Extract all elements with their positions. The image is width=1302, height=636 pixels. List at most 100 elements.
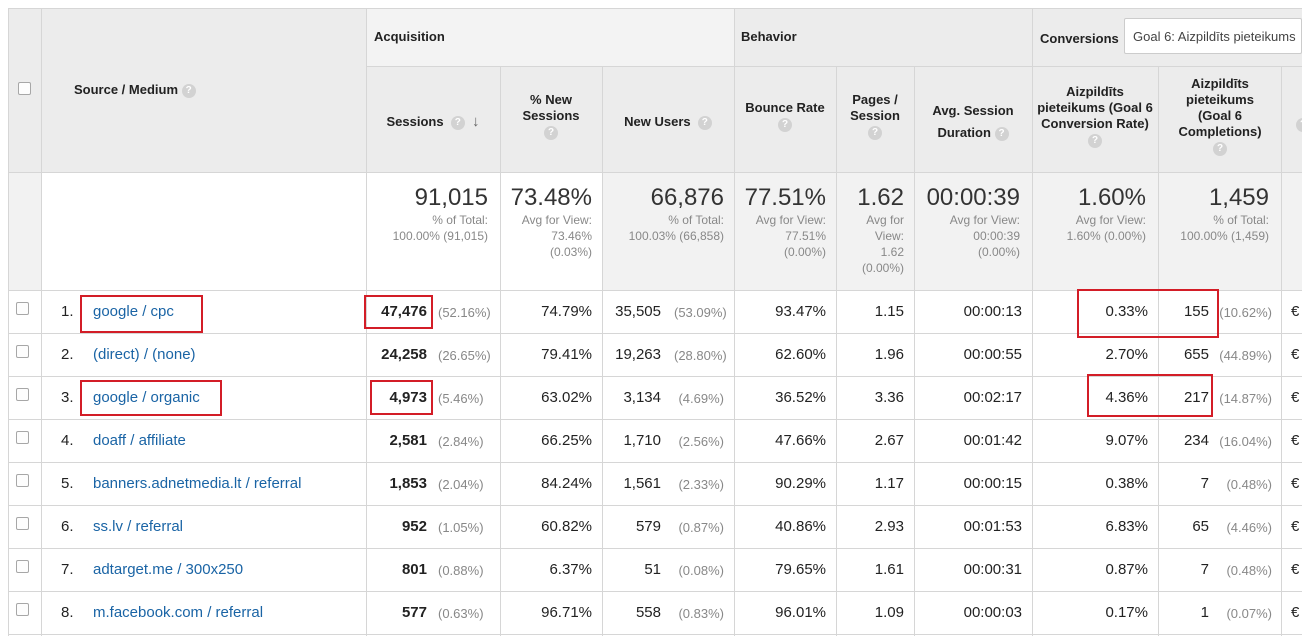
totals-new-sessions-avg: 73.46%: [551, 229, 592, 243]
source-medium-header[interactable]: Source / Medium ?: [74, 82, 196, 98]
source-medium-link[interactable]: (direct) / (none): [93, 346, 196, 363]
new-users-value: 35,505: [615, 303, 661, 320]
help-icon[interactable]: ?: [778, 117, 792, 132]
completions-value: 7: [1200, 561, 1209, 578]
goal-conversion-rate-column-header[interactable]: Aizpildīts pieteikums (Goal 6 Conversion…: [1034, 84, 1156, 148]
help-icon[interactable]: ?: [1088, 133, 1102, 148]
new-users-column-header[interactable]: New Users ?: [602, 114, 734, 130]
completions-header-label: Aizpildīts pieteikums (Goal 6 Completion…: [1178, 76, 1262, 139]
row-checkbox[interactable]: [16, 603, 29, 616]
help-icon[interactable]: ?: [697, 115, 712, 130]
totals-sessions-pct: 100.00% (91,015): [392, 229, 488, 243]
sessions-column-header[interactable]: Sessions ? ↓: [366, 114, 500, 130]
acquisition-group-header: Acquisition: [374, 29, 445, 44]
row-index: 1.: [61, 303, 74, 320]
totals-duration-label: Avg for View:: [949, 213, 1020, 227]
totals-pages-avg: 1.62: [880, 245, 904, 259]
pages-session-column-header[interactable]: Pages / Session ?: [836, 92, 914, 140]
sessions-pct: (2.84%): [438, 434, 484, 449]
avg-duration-value: 00:00:55: [963, 346, 1022, 363]
new-users-value: 579: [635, 518, 661, 535]
source-medium-link[interactable]: ss.lv / referral: [93, 518, 184, 535]
source-medium-link[interactable]: m.facebook.com / referral: [93, 604, 264, 621]
highlight-box: [370, 380, 433, 415]
new-users-pct: (53.09%): [674, 305, 727, 320]
extra-column-value: €: [1291, 389, 1300, 406]
totals-pages-session: 1.62 Avg for View: 1.62 (0.00%): [836, 184, 904, 276]
source-medium-link[interactable]: google / organic: [93, 389, 200, 406]
help-icon[interactable]: ?: [1213, 141, 1227, 156]
new-users-pct: (2.56%): [678, 434, 724, 449]
row-checkbox[interactable]: [16, 474, 29, 487]
extra-column-value: €: [1291, 432, 1300, 449]
extra-column-help-icon[interactable]: ?: [1296, 116, 1302, 134]
completions-pct: (0.48%): [1226, 563, 1272, 578]
new-users-pct: (28.80%): [674, 348, 727, 363]
goal-completions-column-header[interactable]: Aizpildīts pieteikums (Goal 6 Completion…: [1160, 76, 1280, 156]
sort-descending-icon[interactable]: ↓: [472, 113, 480, 130]
totals-bounce-avg: 77.51%: [785, 229, 826, 243]
conv-rate-value: 6.83%: [1105, 518, 1148, 535]
source-medium-label: Source / Medium: [74, 82, 179, 97]
new-users-value: 1,710: [623, 432, 661, 449]
completions-value: 65: [1192, 518, 1209, 535]
goal-select-value: Goal 6: Aizpildīts pieteikums: [1133, 29, 1296, 44]
conv-rate-value: 0.87%: [1105, 561, 1148, 578]
source-medium-link[interactable]: google / cpc: [93, 303, 174, 320]
select-all-checkbox[interactable]: [18, 82, 31, 95]
row-checkbox[interactable]: [16, 345, 29, 358]
row-checkbox[interactable]: [16, 517, 29, 530]
totals-completions: 1,459 % of Total: 100.00% (1,459): [1158, 184, 1269, 244]
pages-session-value: 1.61: [874, 561, 904, 578]
totals-pages-diff: (0.00%): [861, 261, 904, 275]
new-sessions-value: 60.82%: [541, 518, 592, 535]
totals-avg-duration: 00:00:39 Avg for View: 00:00:39 (0.00%): [914, 184, 1020, 260]
avg-session-duration-column-header[interactable]: Avg. Session Duration ?: [914, 100, 1032, 144]
source-medium-link[interactable]: banners.adnetmedia.lt / referral: [93, 475, 302, 492]
goal-select-dropdown[interactable]: Goal 6: Aizpildīts pieteikums: [1124, 18, 1302, 54]
sessions-value: 577: [401, 604, 427, 621]
new-users-header-label: New Users: [624, 114, 691, 129]
source-medium-link[interactable]: adtarget.me / 300x250: [93, 561, 244, 578]
highlight-box: [80, 295, 203, 333]
totals-pages-label1: Avg for: [866, 213, 904, 227]
row-checkbox[interactable]: [16, 431, 29, 444]
source-medium-link[interactable]: doaff / affiliate: [93, 432, 186, 449]
help-icon[interactable]: ?: [181, 83, 196, 98]
help-icon[interactable]: ?: [868, 125, 882, 140]
totals-new-sessions-diff: (0.03%): [549, 245, 592, 259]
sessions-pct: (52.16%): [438, 305, 491, 320]
avg-duration-value: 00:02:17: [963, 389, 1022, 406]
new-users-value: 3,134: [623, 389, 661, 406]
conversions-group-header: Conversions: [1040, 31, 1119, 46]
help-icon[interactable]: ?: [544, 125, 558, 140]
conv-rate-value: 4.36%: [1105, 389, 1148, 406]
conv-rate-header-label: Aizpildīts pieteikums (Goal 6 Conversion…: [1037, 84, 1153, 131]
help-icon[interactable]: ?: [1296, 117, 1302, 132]
help-icon[interactable]: ?: [994, 126, 1009, 141]
completions-pct: (0.48%): [1226, 477, 1272, 492]
row-checkbox[interactable]: [16, 302, 29, 315]
completions-pct: (4.46%): [1226, 520, 1272, 535]
totals-duration-diff: (0.00%): [977, 245, 1020, 259]
row-index: 4.: [61, 432, 74, 449]
sessions-value: 4,973: [389, 389, 427, 406]
totals-bounce-value: 77.51%: [744, 184, 826, 211]
new-sessions-value: 6.37%: [549, 561, 592, 578]
extra-column-value: €: [1291, 346, 1300, 363]
totals-conv-label: Avg for View:: [1075, 213, 1146, 227]
new-sessions-column-header[interactable]: % New Sessions ?: [500, 92, 602, 140]
totals-new-sessions: 73.48% Avg for View: 73.46% (0.03%): [500, 184, 592, 260]
row-checkbox[interactable]: [16, 388, 29, 401]
avg-duration-value: 00:00:15: [963, 475, 1022, 492]
highlight-box: [364, 295, 433, 329]
totals-duration-avg: 00:00:39: [973, 229, 1020, 243]
avg-duration-header-wrap: Avg. Session Duration ?: [927, 100, 1019, 144]
new-sessions-value: 79.41%: [541, 346, 592, 363]
conv-rate-value: 2.70%: [1105, 346, 1148, 363]
pages-session-value: 1.17: [874, 475, 904, 492]
bounce-rate-column-header[interactable]: Bounce Rate ?: [734, 100, 836, 132]
help-icon[interactable]: ?: [450, 115, 465, 130]
row-checkbox[interactable]: [16, 560, 29, 573]
completions-pct: (10.62%): [1219, 305, 1272, 320]
